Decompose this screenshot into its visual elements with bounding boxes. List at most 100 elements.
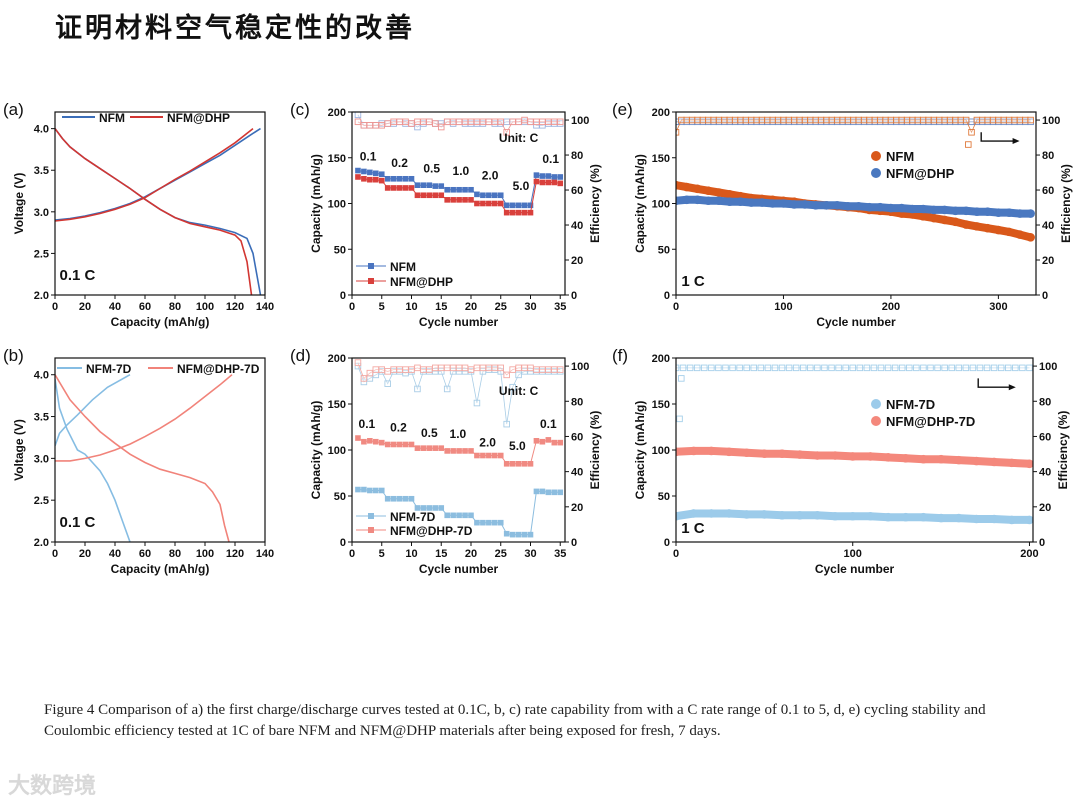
data-point [378, 171, 385, 178]
x-tick-label: 100 [196, 548, 214, 560]
efficiency-point [962, 364, 970, 372]
efficiency-point [984, 116, 991, 124]
efficiency-point [515, 364, 522, 372]
curve-line [55, 374, 233, 462]
data-point [378, 439, 385, 446]
data-point [491, 519, 498, 526]
y2-tick-label: 60 [571, 431, 583, 443]
efficiency-point [467, 118, 475, 126]
data-point [983, 223, 992, 233]
data-point [486, 200, 492, 207]
efficiency-point [898, 116, 905, 124]
y2-tick-label: 80 [1039, 396, 1051, 408]
data-point [725, 190, 735, 199]
data-point [378, 487, 385, 494]
data-point [693, 195, 702, 205]
curve-line [55, 127, 254, 222]
y2-axis-title: Efficiency (%) [588, 164, 602, 243]
data-point [486, 452, 492, 459]
legend-marker [871, 168, 881, 178]
x-tick-label: 35 [554, 301, 566, 313]
y-tick-label: 100 [652, 445, 670, 457]
data-point [724, 447, 734, 457]
y2-tick-label: 100 [571, 115, 589, 127]
data-point [533, 172, 540, 178]
data-point [462, 186, 468, 193]
data-point [432, 183, 439, 189]
data-point [533, 488, 540, 495]
y-axis-title: Capacity (mAh/g) [309, 154, 323, 253]
efficiency-point [914, 116, 922, 124]
efficiency-point [909, 116, 916, 124]
efficiency-point [509, 366, 516, 373]
data-point [468, 512, 474, 519]
data-point [1007, 458, 1017, 468]
data-point [509, 202, 516, 209]
data-point [462, 448, 468, 454]
data-point [355, 167, 361, 174]
data-point [372, 170, 379, 177]
efficiency-point [769, 116, 776, 124]
data-point [760, 449, 769, 458]
y-tick-label: 150 [328, 399, 346, 411]
x-tick-label: 0 [349, 301, 355, 313]
data-point [682, 195, 692, 205]
efficiency-point [360, 375, 368, 382]
x-tick-label: 10 [405, 301, 417, 313]
series-nfm-dhp-7d [355, 435, 564, 467]
data-point [426, 192, 433, 199]
plot-area [676, 364, 1033, 525]
efficiency-point [408, 120, 415, 127]
data-point [432, 445, 439, 451]
x-axis-title: Cycle number [419, 562, 499, 576]
efficiency-point [539, 366, 546, 373]
efficiency-point [866, 116, 873, 124]
data-point [533, 438, 540, 444]
y-tick-label: 4.0 [34, 370, 49, 382]
data-point [919, 512, 928, 522]
efficiency-point [835, 364, 842, 372]
data-point [515, 531, 522, 538]
efficiency-point [1005, 364, 1012, 372]
rate-label: 0.1 C [60, 514, 96, 531]
data-point [432, 192, 439, 199]
efficiency-point [708, 364, 715, 372]
data-point [361, 168, 367, 175]
efficiency-point [1016, 116, 1024, 124]
y2-tick-label: 60 [1042, 185, 1054, 197]
data-point [408, 175, 415, 182]
arrowhead-icon [1012, 138, 1020, 145]
data-point [830, 511, 840, 521]
efficiency-point [828, 364, 835, 372]
efficiency-point [437, 123, 445, 131]
figure-caption: Figure 4 Comparison of a) the first char… [44, 702, 986, 739]
data-point [557, 180, 564, 187]
y2-tick-label: 20 [1039, 502, 1051, 514]
x-tick-label: 200 [1020, 548, 1038, 560]
legend-item: NFM-7D [356, 510, 436, 524]
efficiency-point [414, 364, 421, 372]
x-axis-title: Cycle number [815, 562, 895, 576]
data-point [551, 174, 558, 180]
efficiency-point [870, 364, 878, 372]
x-tick-label: 100 [844, 548, 862, 560]
efficiency-point [688, 116, 696, 124]
data-point [707, 446, 716, 456]
efficiency-point [785, 364, 793, 372]
y-tick-label: 150 [328, 153, 346, 165]
efficiency-point [378, 122, 385, 129]
efficiency-point [678, 375, 685, 382]
y2-tick-label: 100 [1039, 361, 1057, 373]
data-point [396, 495, 403, 502]
efficiency-point [509, 118, 516, 126]
data-point [503, 530, 510, 537]
data-point [951, 206, 960, 216]
data-point [811, 201, 821, 210]
y-tick-label: 50 [658, 491, 670, 503]
efficiency-point [694, 116, 701, 124]
efficiency-point [764, 364, 772, 372]
efficiency-point [946, 116, 954, 124]
x-tick-label: 25 [495, 301, 507, 313]
data-point [908, 204, 917, 214]
data-point [408, 495, 415, 502]
